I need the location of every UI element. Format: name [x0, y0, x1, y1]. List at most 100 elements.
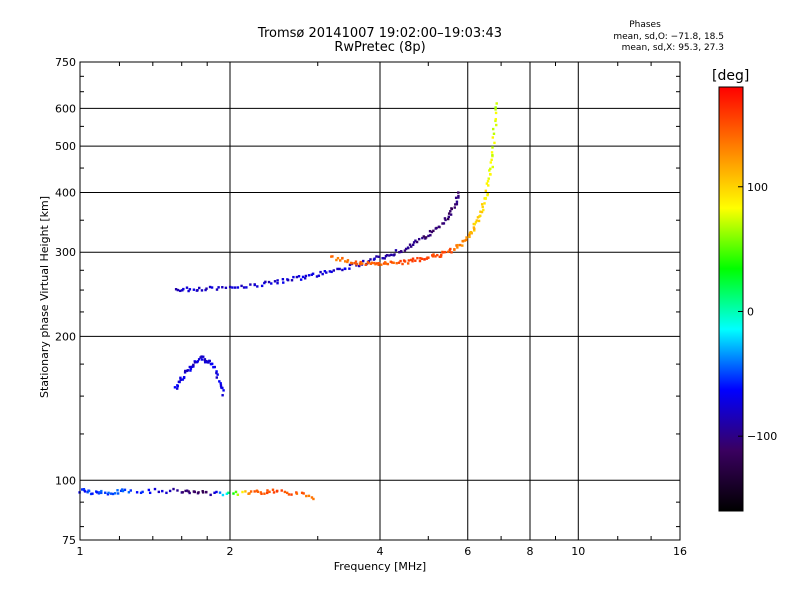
data-point [430, 230, 434, 234]
data-point [330, 270, 333, 274]
data-point [491, 165, 494, 169]
data-point [87, 489, 91, 493]
data-point [461, 244, 464, 247]
data-point [272, 491, 276, 494]
data-point [256, 490, 260, 493]
data-point [161, 489, 164, 493]
data-point [227, 491, 230, 495]
data-point [100, 491, 103, 495]
data-point [457, 196, 460, 199]
x-tick-label: 8 [527, 545, 534, 558]
data-point [453, 248, 456, 251]
data-point [260, 284, 264, 288]
data-point [292, 275, 295, 279]
data-point [455, 202, 459, 206]
data-point [394, 249, 398, 252]
data-point [489, 161, 493, 164]
data-point [328, 270, 332, 273]
data-point [304, 274, 308, 278]
data-point [343, 267, 347, 270]
data-point [495, 102, 498, 105]
data-point [344, 260, 347, 263]
data-point [290, 279, 294, 282]
data-point [205, 360, 209, 364]
data-point [447, 250, 450, 254]
data-point [221, 394, 224, 397]
data-point [432, 229, 435, 233]
data-point [377, 263, 380, 266]
data-point [181, 491, 184, 494]
data-point [228, 285, 232, 289]
data-point [203, 358, 207, 361]
data-point [141, 490, 144, 494]
colorbar-tick-label: −100 [747, 430, 777, 443]
data-point [209, 493, 212, 497]
data-point [183, 371, 187, 374]
data-point [473, 223, 476, 226]
data-point [210, 362, 214, 366]
data-point [123, 488, 127, 492]
data-point [454, 203, 457, 206]
data-point [419, 257, 422, 260]
data-points [78, 102, 498, 501]
y-tick-label: 100 [55, 474, 76, 487]
data-point [455, 200, 459, 203]
data-point [494, 108, 497, 111]
data-point [323, 270, 327, 273]
data-point [208, 359, 211, 363]
data-point [106, 493, 110, 496]
data-point [398, 251, 401, 254]
data-point [197, 491, 200, 494]
data-point [285, 491, 289, 495]
data-point [442, 251, 445, 254]
data-point [213, 491, 216, 495]
data-point [203, 361, 207, 364]
data-point [319, 270, 322, 274]
data-point [80, 488, 84, 491]
data-point [494, 106, 497, 109]
data-point [359, 260, 362, 264]
data-point [165, 491, 168, 495]
data-point [388, 254, 391, 257]
data-point [182, 376, 186, 379]
data-point [457, 194, 460, 198]
data-point [429, 234, 432, 237]
data-point [218, 491, 222, 494]
data-point [411, 243, 415, 247]
data-point [295, 275, 299, 279]
data-point [221, 286, 224, 289]
data-point [442, 222, 446, 225]
data-point [207, 361, 210, 364]
data-point [82, 488, 86, 492]
data-point [480, 203, 484, 206]
data-point [310, 273, 314, 276]
data-point [479, 210, 482, 213]
data-point [185, 489, 189, 492]
colorbar-tick-label: 100 [747, 181, 768, 194]
data-point [338, 267, 341, 271]
data-point [168, 489, 172, 493]
data-point [236, 493, 240, 496]
data-point [302, 492, 305, 495]
data-point [476, 216, 480, 219]
data-point [449, 213, 453, 216]
data-point [395, 262, 398, 265]
data-point [422, 235, 425, 238]
data-point [473, 227, 476, 231]
data-point [386, 262, 390, 266]
data-point [485, 182, 489, 185]
data-point [424, 236, 428, 239]
data-point [266, 489, 269, 492]
data-point [182, 287, 185, 291]
data-point [197, 358, 201, 361]
data-point [248, 492, 251, 495]
data-point [406, 246, 410, 249]
data-point [375, 255, 378, 258]
data-point [225, 492, 229, 495]
x-tick-label: 2 [227, 545, 234, 558]
data-point [438, 255, 441, 259]
data-point [281, 278, 285, 281]
x-tick-label: 16 [673, 545, 687, 558]
data-point [472, 226, 476, 229]
x-tick-label: 4 [377, 545, 384, 558]
